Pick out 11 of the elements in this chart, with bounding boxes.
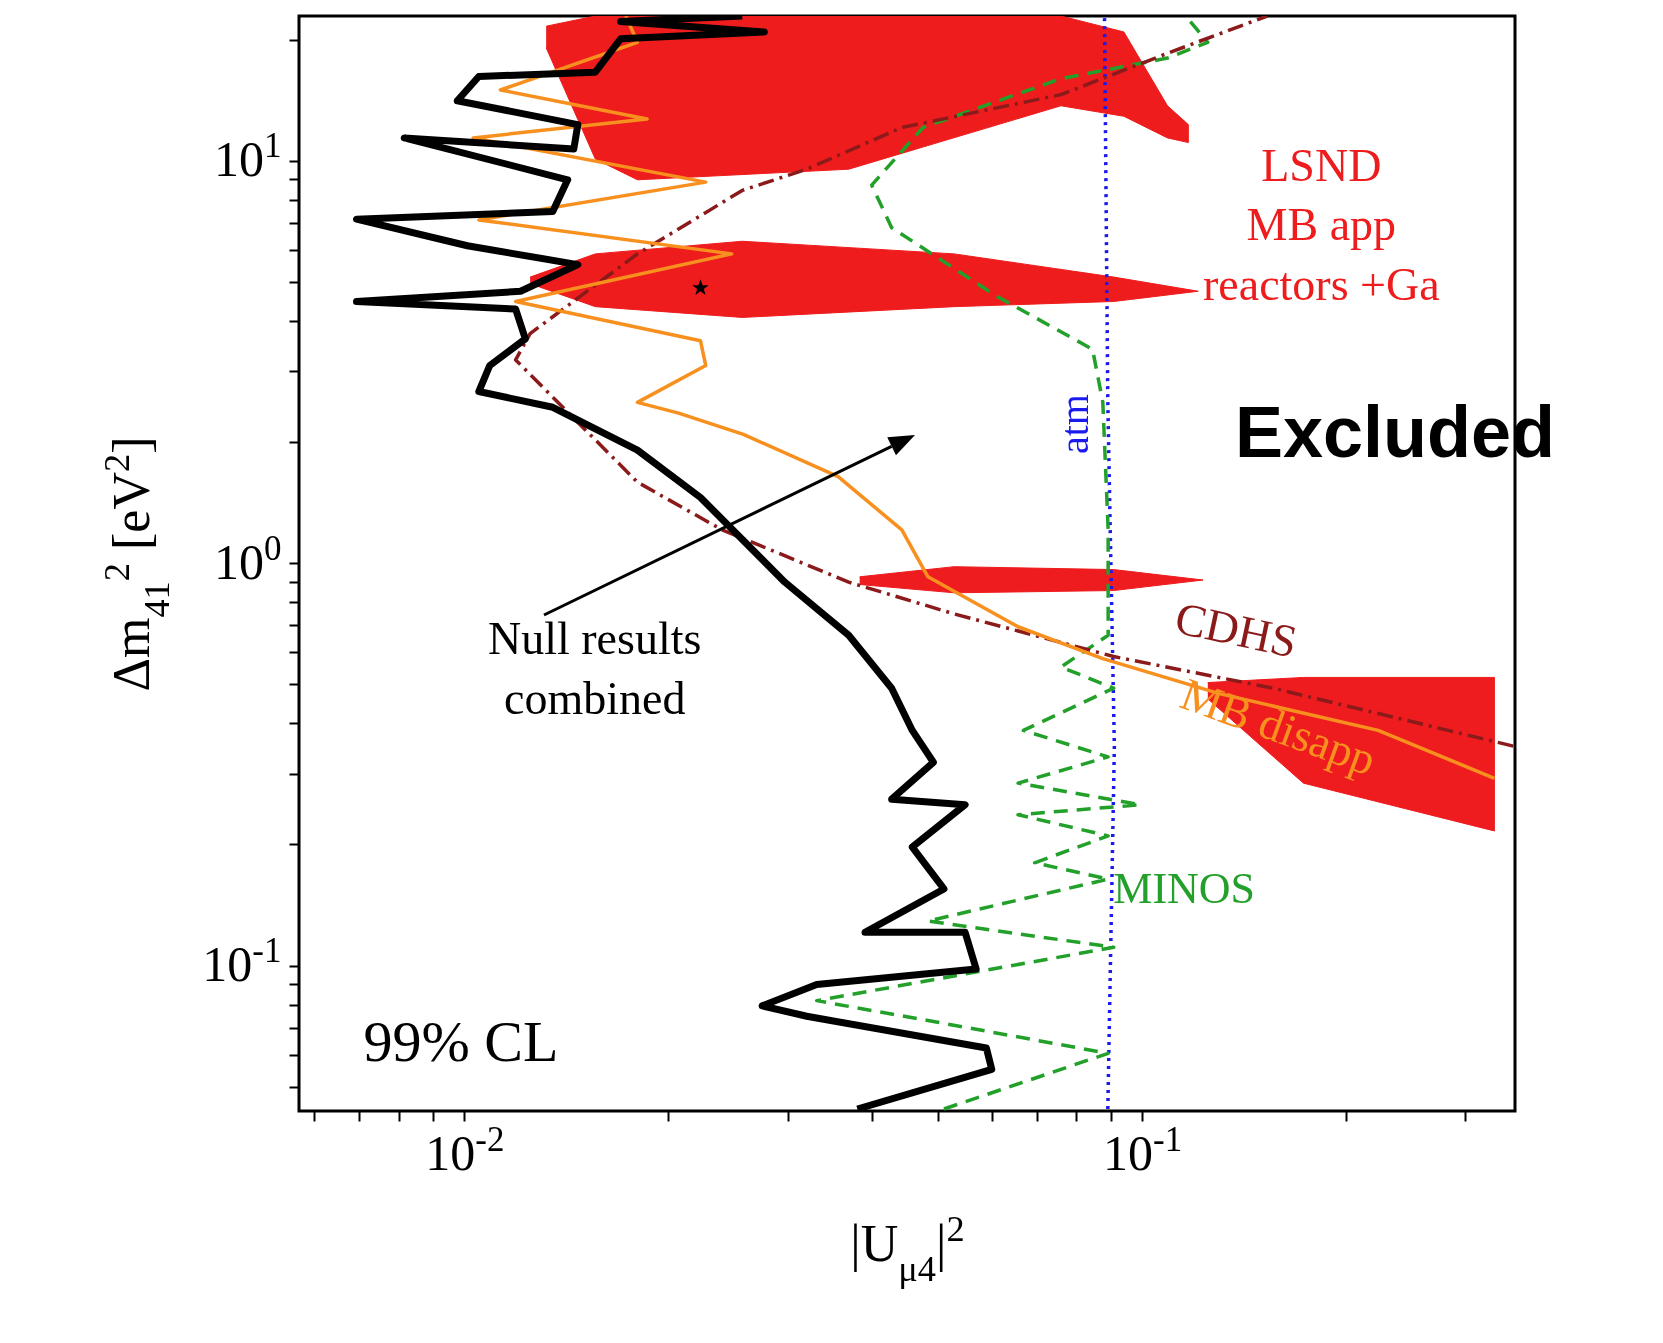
x-tick-label: 10$^{-2}$ (425, 1119, 505, 1181)
annotation: 99% CL (363, 1009, 559, 1074)
series-label: MINOS (1113, 864, 1256, 914)
y-tick-label: 10$^{0}$ (214, 528, 282, 590)
x-axis-title: |U$_{μ4}$|$^{2}$ (850, 1208, 965, 1289)
series-label: LSND MB app reactors +Ga (1203, 139, 1440, 311)
series-label: Null results combined (488, 613, 702, 725)
text: atm (1051, 394, 1097, 455)
y-tick-label: 10$^{-1}$ (202, 930, 282, 993)
y-tick-label: 10$^{1}$ (214, 125, 282, 188)
text: CDHS (1171, 592, 1302, 668)
